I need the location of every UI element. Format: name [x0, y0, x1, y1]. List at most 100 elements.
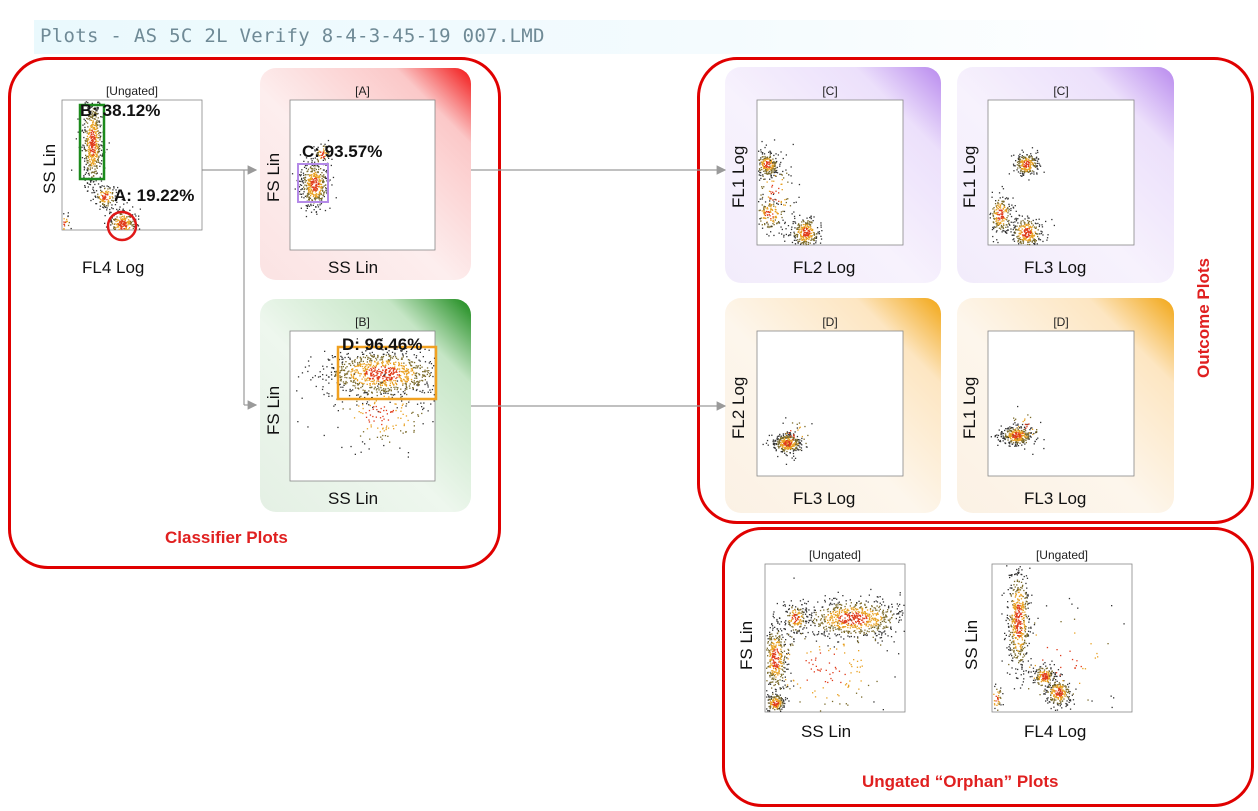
event-dot: [783, 236, 785, 238]
plot-c-fl2-fl1[interactable]: [C] FL1 Log FL2 Log: [729, 84, 910, 284]
event-dot: [316, 188, 318, 190]
event-dot: [829, 637, 831, 639]
event-dot: [387, 360, 389, 362]
event-dot: [100, 116, 102, 118]
event-dot: [806, 223, 808, 225]
event-dot: [330, 164, 332, 167]
event-dot: [813, 609, 816, 611]
event-dot: [373, 406, 375, 408]
event-dot: [318, 178, 320, 180]
scatter-area: [756, 99, 904, 246]
event-dot: [96, 108, 98, 110]
event-dot: [417, 382, 419, 385]
event-dot: [322, 368, 325, 370]
event-dot: [124, 217, 126, 219]
event-dot: [422, 371, 424, 373]
event-dot: [116, 201, 118, 203]
event-dot: [377, 427, 379, 429]
event-dot: [1001, 215, 1003, 217]
event-dot: [793, 231, 795, 233]
event-dot: [379, 431, 381, 433]
event-dot: [341, 358, 343, 360]
plot-c-fl3-fl1[interactable]: [C] FL1 Log FL3 Log: [960, 84, 1141, 284]
event-dot: [1008, 219, 1010, 222]
event-dot: [819, 242, 822, 244]
event-dot: [795, 441, 798, 443]
event-dot: [102, 195, 104, 197]
event-dot: [353, 360, 355, 362]
event-dot: [362, 368, 364, 370]
event-dot: [773, 192, 775, 194]
plot-orphan-ss-fs[interactable]: [Ungated] FS Lin SS Lin: [737, 548, 920, 748]
event-dot: [322, 152, 325, 154]
event-dot: [797, 227, 799, 229]
event-dot: [1019, 222, 1022, 224]
event-dot: [1007, 437, 1009, 439]
event-dot: [1025, 239, 1027, 241]
event-dot: [394, 371, 396, 373]
event-dot: [93, 154, 95, 157]
event-dot: [850, 635, 852, 638]
event-dot: [112, 197, 114, 199]
event-dot: [89, 183, 92, 186]
event-dot: [1027, 165, 1030, 168]
plot-b-ss-fs[interactable]: [B] D: 96.46% FS Lin SS Lin: [264, 315, 445, 515]
event-dot: [104, 192, 106, 195]
event-dot: [320, 151, 322, 153]
event-dot: [863, 612, 865, 614]
event-dot: [325, 145, 327, 148]
event-dot: [804, 226, 806, 228]
event-dot: [365, 364, 367, 366]
event-dot: [899, 610, 901, 613]
event-dot: [993, 212, 996, 214]
plot-ungated-fl4-ss[interactable]: [Ungated] B: 38.12% A: 19.22% SS Lin FL4…: [40, 84, 215, 284]
event-dot: [780, 161, 782, 164]
event-dot: [381, 371, 383, 373]
event-dot: [379, 384, 381, 386]
event-dot: [1031, 241, 1033, 243]
event-dot: [303, 166, 306, 168]
event-dot: [372, 378, 374, 380]
event-dot: [1008, 205, 1010, 207]
event-dot: [403, 368, 405, 370]
event-dot: [997, 222, 999, 224]
event-dot: [865, 615, 867, 617]
event-dot: [801, 444, 803, 446]
event-dot: [369, 365, 371, 367]
event-dot: [417, 366, 419, 368]
event-dot: [308, 189, 311, 191]
event-dot: [307, 426, 309, 428]
event-dot: [93, 128, 95, 131]
plot-d-fl3-fl1[interactable]: [D] FL1 Log FL3 Log: [960, 315, 1141, 515]
event-dot: [800, 229, 803, 231]
event-dot: [787, 447, 789, 449]
event-dot: [88, 133, 90, 135]
event-dot: [846, 615, 849, 617]
event-dot: [841, 623, 843, 625]
event-dot: [769, 150, 771, 152]
event-dot: [776, 439, 778, 441]
event-dot: [878, 610, 880, 612]
plot-d-fl3-fl2[interactable]: [D] FL2 Log FL3 Log: [729, 315, 910, 515]
event-dot: [853, 636, 856, 638]
event-dot: [797, 224, 799, 226]
y-axis-label: FS Lin: [264, 152, 283, 202]
event-dot: [806, 234, 808, 236]
event-dot: [356, 383, 359, 385]
event-dot: [1020, 170, 1022, 172]
event-dot: [1010, 228, 1012, 230]
event-dot: [991, 191, 993, 193]
event-dot: [116, 216, 118, 218]
plot-a-ss-fs[interactable]: [A] C: 93.57% FS Lin SS Lin: [264, 84, 445, 284]
event-dot: [1022, 234, 1024, 236]
event-dot: [796, 423, 798, 425]
event-dot: [854, 626, 856, 628]
event-dot: [867, 625, 869, 628]
event-dot: [375, 389, 378, 391]
event-dot: [95, 131, 97, 133]
event-dot: [766, 233, 768, 235]
event-dot: [1000, 432, 1002, 434]
event-dot: [1023, 221, 1025, 223]
event-dot: [1017, 433, 1019, 436]
event-dot: [786, 446, 788, 448]
